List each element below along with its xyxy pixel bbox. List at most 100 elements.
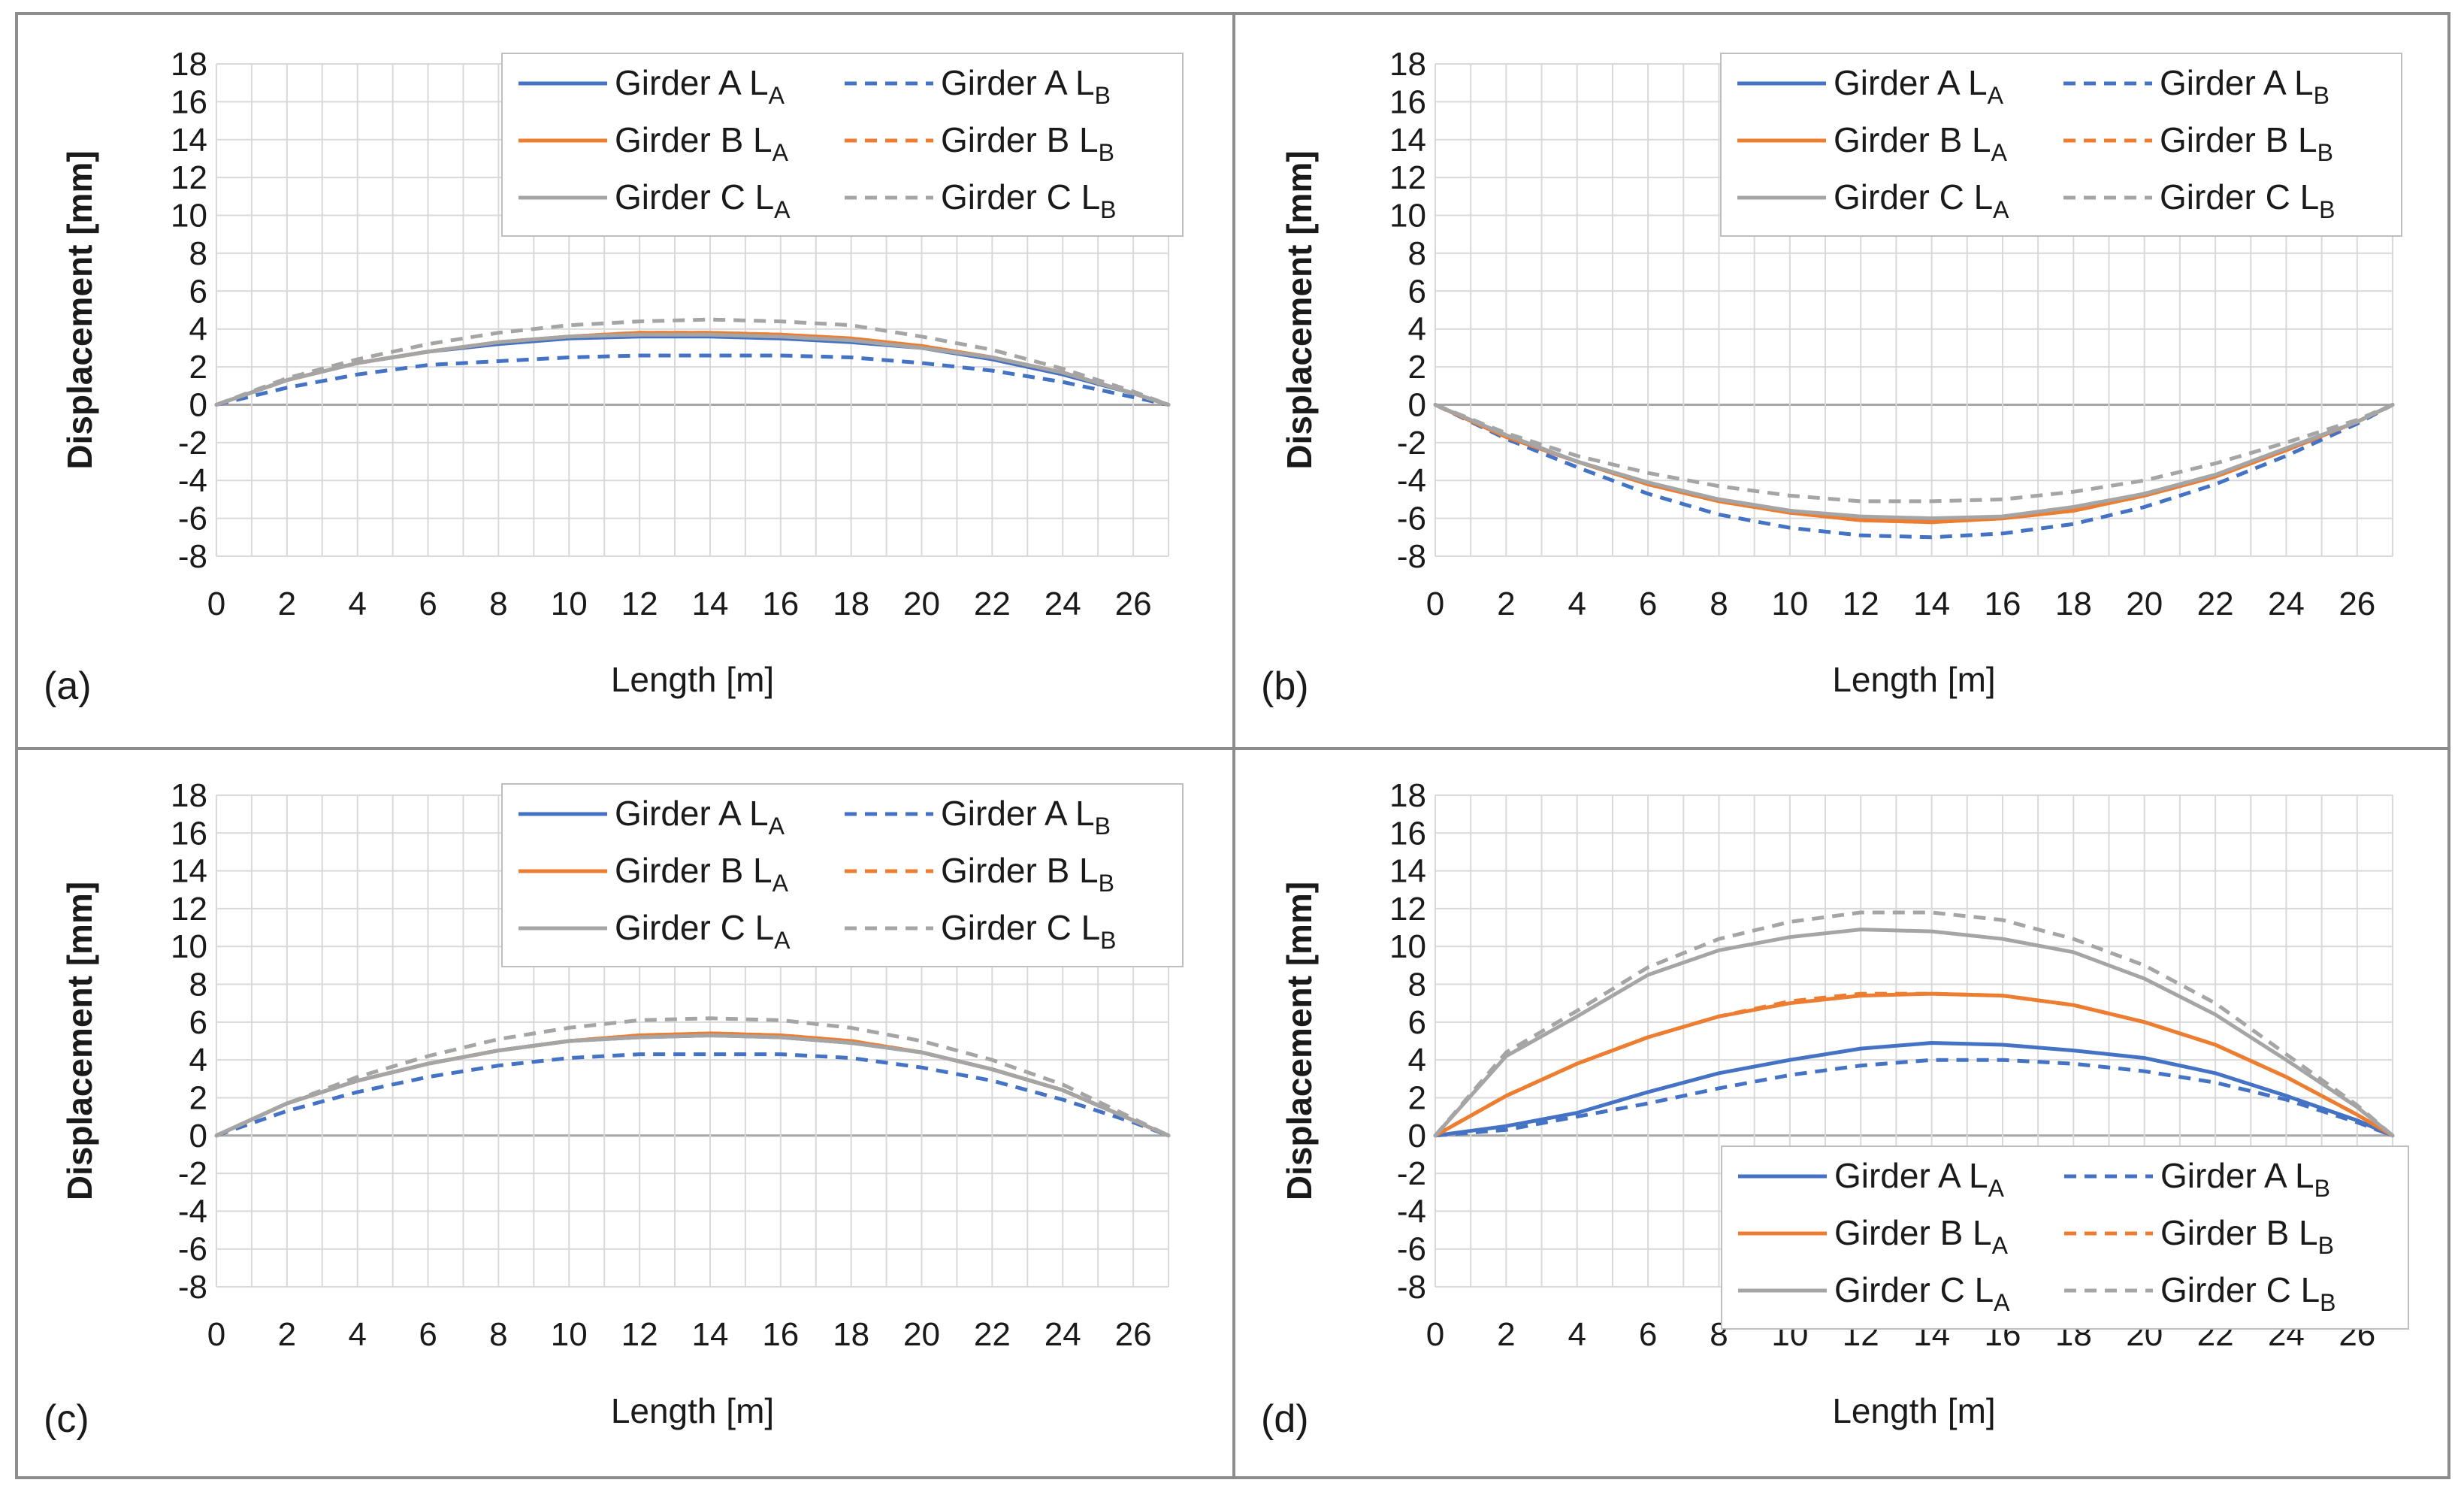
y-tick-label: 10 [1389, 198, 1426, 235]
y-tick-label: 8 [1408, 235, 1426, 272]
legend-label: Girder B LA [1834, 120, 2008, 166]
y-tick-label: -8 [1397, 538, 1426, 575]
x-tick-label: 14 [691, 1316, 728, 1353]
x-tick-label: 4 [1568, 1316, 1586, 1353]
y-tick-label: 12 [171, 159, 207, 196]
y-tick-label: -2 [1397, 1155, 1426, 1192]
x-tick-label: 0 [207, 1316, 225, 1353]
x-tick-label: 2 [1497, 1316, 1515, 1353]
x-tick-label: 20 [903, 1316, 940, 1353]
y-tick-label: 6 [1408, 273, 1426, 310]
legend-label: Girder A LB [2160, 1156, 2330, 1202]
y-tick-label: -8 [178, 1269, 207, 1306]
legend-label: Girder A LA [1834, 63, 2004, 109]
legend-label: Girder A LA [615, 63, 785, 109]
x-tick-label: 6 [419, 1316, 437, 1353]
legend-label: Girder B LB [941, 120, 1114, 166]
x-tick-label: 24 [2268, 586, 2305, 622]
y-tick-label: -2 [1397, 425, 1426, 462]
y-tick-label: 2 [189, 1079, 207, 1116]
y-tick-label: -2 [178, 1155, 207, 1192]
legend-label: Girder C LB [2160, 1270, 2336, 1316]
legend: Girder A LA Girder A LB Girder B LA Girder … [1720, 53, 2402, 237]
y-tick-label: 0 [189, 386, 207, 423]
x-tick-label: 18 [833, 586, 869, 622]
x-tick-label: 16 [762, 1316, 799, 1353]
y-tick-label: 14 [171, 122, 207, 159]
legend: Girder A LA Girder A LB Girder B LA Girder … [1721, 1145, 2409, 1330]
series-line-a-lb [1434, 403, 2394, 540]
y-tick-label: -8 [1397, 1269, 1426, 1306]
y-tick-label: -6 [178, 501, 207, 537]
series-line-c-lb [1435, 403, 2393, 504]
x-tick-label: 8 [489, 1316, 507, 1353]
panel-label: (b) [1261, 664, 1309, 708]
legend-subscript: A [1994, 1289, 2010, 1316]
legend-subscript: B [2320, 1289, 2336, 1316]
x-tick-label: 0 [1426, 586, 1444, 622]
y-tick-label: 0 [1408, 386, 1426, 423]
x-tick-label: 8 [489, 586, 507, 622]
y-tick-label: -2 [178, 425, 207, 462]
x-axis-title: Length [m] [1832, 1391, 1995, 1430]
x-tick-label: 8 [1710, 586, 1728, 622]
x-axis-title: Length [m] [611, 1391, 774, 1430]
x-tick-label: 22 [2197, 586, 2234, 622]
series-line-c-la [1433, 928, 2395, 1138]
x-tick-label: 10 [551, 1316, 588, 1353]
y-tick-label: 16 [1389, 83, 1426, 120]
x-tick-label: 12 [621, 1316, 658, 1353]
x-tick-label: 2 [1497, 586, 1515, 622]
x-tick-label: 16 [1984, 586, 2021, 622]
legend-label: Girder C LA [615, 177, 791, 223]
y-tick-label: -6 [178, 1231, 207, 1268]
series-line-a-lb [216, 353, 1169, 407]
legend-subscript: A [1988, 82, 2004, 109]
x-tick-label: 6 [1639, 1316, 1657, 1353]
x-tick-label: 18 [833, 1316, 869, 1353]
y-tick-label: -8 [178, 538, 207, 575]
legend-label: Girder B LB [2160, 120, 2333, 166]
legend-label: Girder C LB [2160, 177, 2336, 223]
legend-subscript: B [1100, 927, 1116, 954]
legend-subscript: A [1992, 1232, 2009, 1259]
series-line-a-lb [1435, 1058, 2393, 1138]
legend-label: Girder A LA [1834, 1156, 2005, 1202]
x-tick-label: 2 [278, 1316, 296, 1353]
y-tick-label: 4 [1408, 1042, 1426, 1079]
legend-subscript: A [1988, 1175, 2005, 1202]
x-tick-label: 14 [1913, 586, 1950, 622]
y-axis-title: Displacement [mm] [60, 882, 99, 1200]
x-tick-label: 24 [1045, 586, 1081, 622]
y-tick-label: 18 [1389, 46, 1426, 83]
y-tick-label: 14 [1389, 853, 1426, 890]
legend-label: Girder C LB [941, 908, 1117, 954]
y-tick-label: 14 [1389, 122, 1426, 159]
y-tick-label: -4 [1397, 462, 1426, 499]
y-tick-label: 10 [171, 198, 207, 235]
x-tick-label: 10 [1771, 586, 1808, 622]
x-tick-label: 12 [621, 586, 658, 622]
legend: Girder A LA Girder A LB Girder B LA Girder … [501, 53, 1184, 237]
x-tick-label: 14 [691, 586, 728, 622]
legend-subscript: A [1991, 139, 2008, 166]
y-tick-label: 10 [171, 928, 207, 965]
legend-subscript: A [769, 813, 785, 840]
y-tick-label: 10 [1389, 928, 1426, 965]
x-tick-label: 6 [419, 586, 437, 622]
legend-label: Girder A LA [615, 794, 785, 840]
legend-label: Girder B LA [1834, 1213, 2009, 1259]
series-line-c-lb [216, 317, 1169, 407]
x-tick-label: 22 [974, 586, 1011, 622]
series-line-c-la [1433, 403, 2395, 521]
series-line-c-la [214, 1033, 1171, 1138]
y-tick-label: 8 [189, 967, 207, 1003]
x-tick-label: 26 [1115, 1316, 1152, 1353]
y-tick-label: -6 [1397, 501, 1426, 537]
panel-label: (c) [44, 1397, 89, 1441]
legend-subscript: B [1099, 870, 1114, 897]
